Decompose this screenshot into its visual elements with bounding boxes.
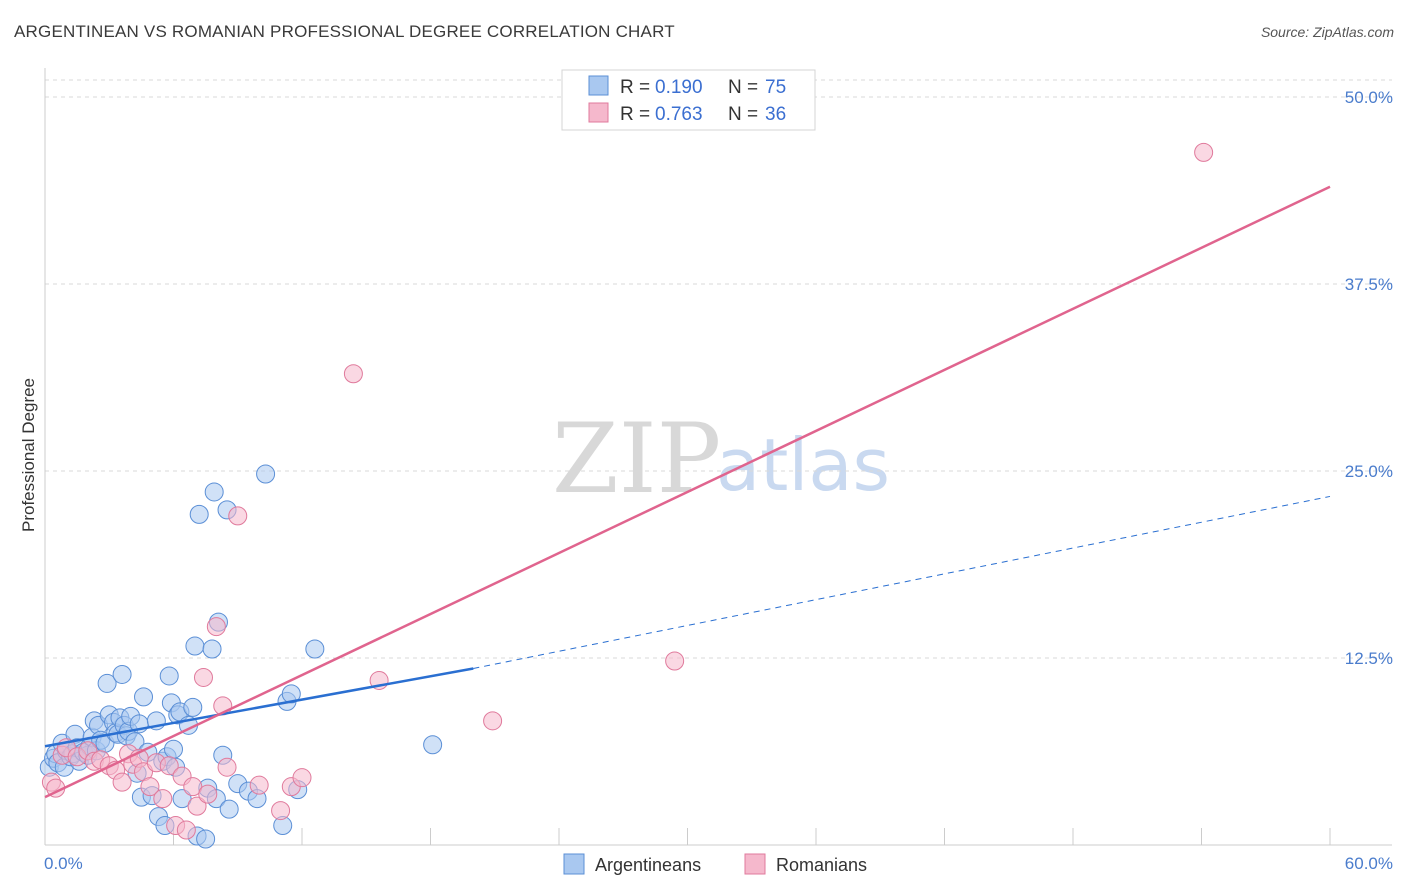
series-romanians xyxy=(41,142,1214,840)
romanian-point-34 xyxy=(343,364,363,384)
legend-n-value-1: 75 xyxy=(765,77,786,98)
axes xyxy=(44,68,1392,846)
argentinean-point-50 xyxy=(172,789,192,809)
romanian-point-29 xyxy=(228,506,248,526)
argentinean-point-21 xyxy=(97,673,117,693)
argentinean-point-44 xyxy=(159,666,179,686)
argentinean-point-55 xyxy=(189,504,209,524)
legend-r-value-1: 0.190 xyxy=(655,77,703,98)
argentinean-point-59 xyxy=(204,482,224,502)
x-tick-label-min: 0.0% xyxy=(44,854,83,873)
trend-lines xyxy=(44,185,1331,799)
y-tick-label-3: 50.0% xyxy=(1345,88,1393,107)
tick-labels: 12.5% 25.0% 37.5% 50.0% 0.0% 60.0% xyxy=(44,88,1393,873)
romanian-point-36 xyxy=(483,711,503,731)
romanian-point-17 xyxy=(153,789,173,809)
romanian-point-28 xyxy=(217,757,237,777)
legend-n-value-2: 36 xyxy=(765,104,786,125)
romanian-trend-line xyxy=(44,185,1331,799)
y-tick-label-1: 25.0% xyxy=(1345,462,1393,481)
watermark-zip: ZIP xyxy=(552,403,721,515)
bottom-legend-swatch-argentineans xyxy=(563,853,585,875)
romanian-point-22 xyxy=(183,777,203,797)
argentinean-point-36 xyxy=(134,687,154,707)
argentinean-trend-line xyxy=(44,667,474,748)
y-tick-label-2: 37.5% xyxy=(1345,275,1393,294)
bottom-legend-label-romanians: Romanians xyxy=(776,855,867,875)
bottom-legend-label-argentineans: Argentineans xyxy=(595,855,701,875)
y-tick-label-0: 12.5% xyxy=(1345,649,1393,668)
argentinean-point-71 xyxy=(281,684,301,704)
argentinean-point-52 xyxy=(183,697,203,717)
romanian-point-15 xyxy=(140,777,160,797)
legend-r-label-2: R = xyxy=(620,104,650,125)
argentinean-point-73 xyxy=(305,639,325,659)
legend-r-value-2: 0.763 xyxy=(655,104,703,125)
chart-title: ARGENTINEAN VS ROMANIAN PROFESSIONAL DEG… xyxy=(14,22,675,41)
romanian-point-18 xyxy=(159,756,179,776)
argentinean-point-46 xyxy=(164,739,183,759)
legend-n-label-1: N = xyxy=(728,77,758,98)
argentinean-point-56 xyxy=(196,829,216,849)
series-legend: Argentineans Romanians xyxy=(563,853,867,875)
argentinean-point-53 xyxy=(185,636,205,656)
argentinean-trend-extension xyxy=(473,495,1331,669)
romanian-point-37 xyxy=(665,651,685,671)
romanian-point-10 xyxy=(112,772,132,792)
stats-legend: R = 0.190 N = 75 R = 0.763 N = 36 xyxy=(561,69,816,131)
romanian-point-38 xyxy=(1194,142,1214,162)
argentinean-point-58 xyxy=(202,639,222,659)
romanian-point-31 xyxy=(271,801,291,821)
argentinean-point-68 xyxy=(256,464,276,484)
romanian-point-33 xyxy=(292,768,312,788)
legend-n-label-2: N = xyxy=(728,104,758,125)
romanian-point-26 xyxy=(206,617,226,637)
argentinean-point-27 xyxy=(112,664,132,684)
argentinean-point-64 xyxy=(219,799,239,819)
legend-r-label-1: R = xyxy=(620,77,650,98)
legend-swatch-romanians xyxy=(588,102,609,123)
source-credit: Source: ZipAtlas.com xyxy=(1260,24,1394,40)
y-axis-label: Professional Degree xyxy=(19,378,38,532)
romanian-point-21 xyxy=(176,820,196,840)
legend-swatch-argentineans xyxy=(588,75,609,96)
romanian-point-30 xyxy=(249,775,269,795)
bottom-legend-swatch-romanians xyxy=(744,853,766,875)
romanian-point-23 xyxy=(187,796,207,816)
romanian-point-24 xyxy=(193,667,213,687)
romanian-point-25 xyxy=(198,784,218,804)
gridlines xyxy=(45,79,1392,659)
argentinean-point-74 xyxy=(423,735,443,755)
x-tick-label-max: 60.0% xyxy=(1345,854,1393,873)
